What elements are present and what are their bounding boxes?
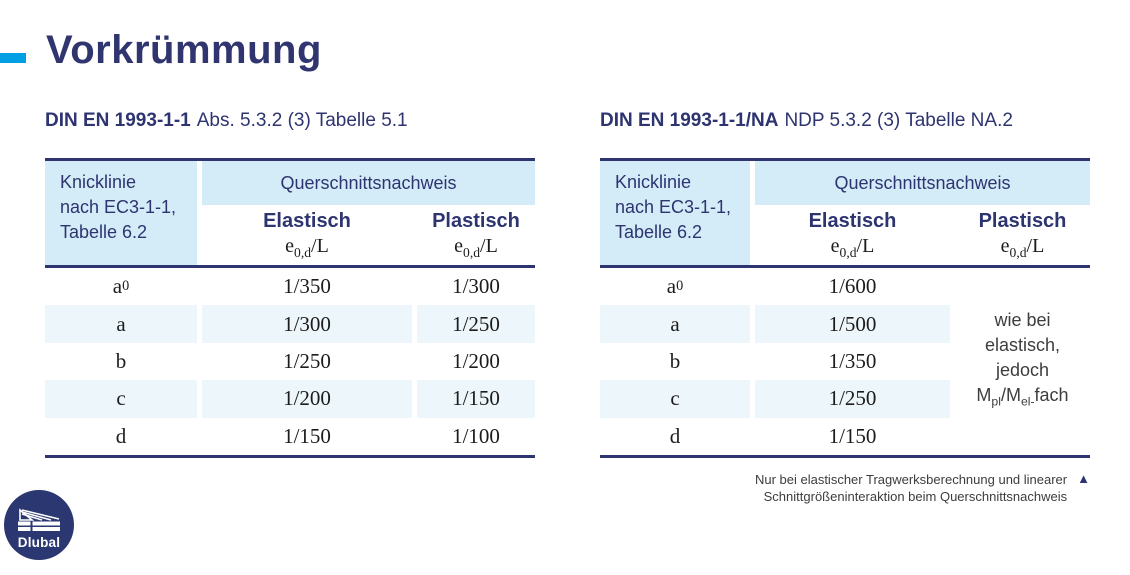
formula-e0d-L: e0,d/L bbox=[1000, 234, 1045, 260]
cell-value: 1/300 bbox=[202, 305, 412, 343]
row-label: c bbox=[45, 380, 197, 418]
cell-value: 1/200 bbox=[202, 380, 412, 418]
cell-value: 1/300 bbox=[452, 274, 500, 299]
formula-e0d-L: e0,d/L bbox=[454, 234, 498, 260]
header-knicklinie-line1: Knicklinie bbox=[615, 172, 692, 192]
logo-brand-text: Dlubal bbox=[17, 534, 61, 550]
buckling-table: Knicklinie nach EC3-1-1, Tabelle 6.2 Que… bbox=[45, 158, 535, 458]
caption-reference: NDP 5.3.2 (3) Tabelle NA.2 bbox=[784, 110, 1013, 131]
header-subcolumns: Elastisch e0,d/L Plastisch e0,d/L bbox=[755, 209, 1090, 265]
row-label: d bbox=[669, 423, 681, 448]
cell-value: 1/500 bbox=[755, 305, 950, 343]
cell-value: 1/150 bbox=[283, 423, 331, 448]
column-header-elastisch: Elastisch e0,d/L bbox=[202, 209, 412, 265]
elastisch-label: Elastisch bbox=[808, 209, 897, 232]
title-accent-bar bbox=[0, 53, 26, 63]
cell-value: 1/250 bbox=[417, 305, 535, 343]
plastisch-label: Plastisch bbox=[978, 209, 1067, 232]
din-en-table-block: DIN EN 1993-1-1 Abs. 5.3.2 (3) Tabelle 5.… bbox=[45, 110, 535, 458]
cell-value: 1/250 bbox=[755, 380, 950, 418]
cell-value: 1/100 bbox=[452, 423, 500, 448]
caption-reference: Abs. 5.3.2 (3) Tabelle 5.1 bbox=[196, 110, 408, 131]
row-label: b bbox=[115, 348, 127, 373]
cell-value: 1/250 bbox=[283, 348, 331, 373]
header-knicklinie-line2: nach EC3-1-1, bbox=[615, 197, 732, 217]
column-header-elastisch: Elastisch e0,d/L bbox=[755, 209, 950, 265]
header-subcolumns: Elastisch e0,d/L Plastisch e0,d/L bbox=[202, 209, 535, 265]
header-right-group: Querschnittsnachweis Elastisch e0,d/L Pl… bbox=[755, 161, 1090, 265]
header-right-group: Querschnittsnachweis Elastisch e0,d/L Pl… bbox=[202, 161, 535, 265]
row-label: b bbox=[669, 348, 681, 373]
page-title: Vorkrümmung bbox=[46, 28, 322, 72]
cell-value: 1/350 bbox=[283, 274, 331, 299]
plastisch-merged-note: wie bei elastisch, jedoch Mpl/Mel-fach bbox=[955, 268, 1090, 455]
row-label: d bbox=[115, 423, 127, 448]
column-header-plastisch: Plastisch e0,d/L bbox=[955, 209, 1090, 265]
plastisch-label: Plastisch bbox=[432, 209, 520, 232]
header-querschnittsnachweis: Querschnittsnachweis bbox=[202, 161, 535, 205]
footnote-line2: Schnittgrößeninteraktion beim Querschnit… bbox=[763, 489, 1068, 504]
header-knicklinie-line2: nach EC3-1-1, bbox=[60, 197, 177, 217]
buckling-table: Knicklinie nach EC3-1-1, Tabelle 6.2 Que… bbox=[600, 158, 1090, 458]
table-caption: DIN EN 1993-1-1/NA NDP 5.3.2 (3) Tabelle … bbox=[600, 110, 1090, 134]
caption-norm-name: DIN EN 1993-1-1/NA bbox=[600, 110, 779, 131]
din-en-na-table-block: DIN EN 1993-1-1/NA NDP 5.3.2 (3) Tabelle … bbox=[600, 110, 1090, 458]
note-mpl-mel-formula: Mpl/Mel-fach bbox=[976, 385, 1069, 409]
row-label: c bbox=[600, 380, 750, 418]
cell-value: 1/200 bbox=[452, 348, 500, 373]
footnote-block: Nur bei elastischer Tragwerksberechnung … bbox=[600, 471, 1090, 505]
header-knicklinie-line1: Knicklinie bbox=[60, 172, 137, 192]
cell-value: 1/350 bbox=[828, 348, 877, 373]
footnote-text: Nur bei elastischer Tragwerksberechnung … bbox=[755, 471, 1067, 505]
formula-e0d-L: e0,d/L bbox=[285, 234, 329, 260]
header-querschnittsnachweis: Querschnittsnachweis bbox=[755, 161, 1090, 205]
table-header: Knicklinie nach EC3-1-1, Tabelle 6.2 Que… bbox=[45, 161, 535, 268]
header-knicklinie: Knicklinie nach EC3-1-1, Tabelle 6.2 bbox=[600, 161, 750, 265]
table-body: wie bei elastisch, jedoch Mpl/Mel-fach a… bbox=[600, 268, 1090, 455]
cell-value: 1/150 bbox=[828, 423, 877, 448]
caption-norm-name: DIN EN 1993-1-1 bbox=[45, 110, 191, 131]
dlubal-logo: Dlubal bbox=[4, 490, 74, 560]
cell-value: 1/600 bbox=[828, 274, 877, 299]
bridge-icon bbox=[18, 507, 60, 531]
footnote-triangle-icon: ▲ bbox=[1077, 471, 1090, 486]
header-knicklinie: Knicklinie nach EC3-1-1, Tabelle 6.2 bbox=[45, 161, 197, 265]
footnote-line1: Nur bei elastischer Tragwerksberechnung … bbox=[754, 472, 1068, 487]
note-line: elastisch, bbox=[984, 335, 1061, 356]
note-line: jedoch bbox=[995, 360, 1050, 381]
formula-e0d-L: e0,d/L bbox=[830, 234, 875, 260]
table-caption: DIN EN 1993-1-1 Abs. 5.3.2 (3) Tabelle 5.… bbox=[45, 110, 535, 134]
note-line: wie bei bbox=[994, 310, 1051, 331]
cell-value: 1/150 bbox=[417, 380, 535, 418]
row-label: a bbox=[600, 305, 750, 343]
header-knicklinie-line3: Tabelle 6.2 bbox=[615, 222, 703, 242]
header-knicklinie-line3: Tabelle 6.2 bbox=[60, 222, 148, 242]
table-header: Knicklinie nach EC3-1-1, Tabelle 6.2 Que… bbox=[600, 161, 1090, 268]
row-label: a bbox=[45, 305, 197, 343]
column-header-plastisch: Plastisch e0,d/L bbox=[417, 209, 535, 265]
elastisch-label: Elastisch bbox=[263, 209, 351, 232]
